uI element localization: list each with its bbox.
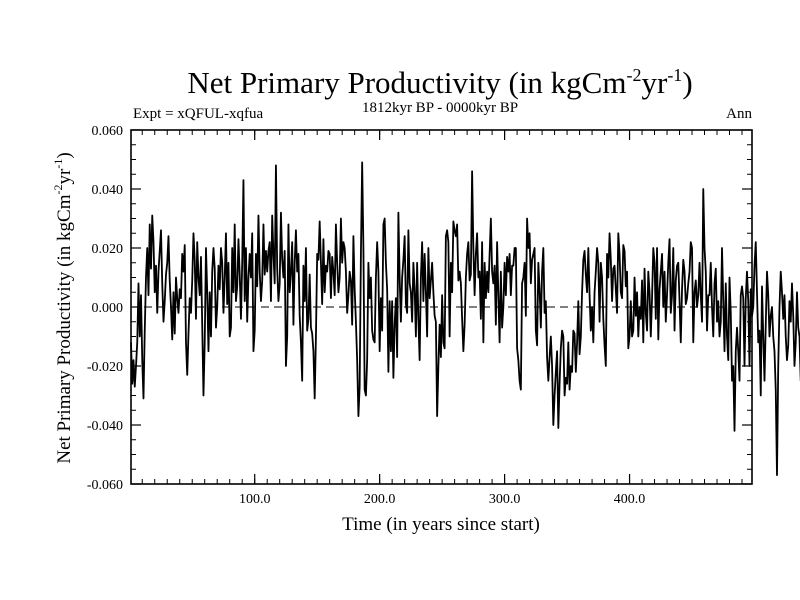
x-tick-label: 400.0	[614, 492, 646, 507]
y-tick-label: 0.020	[92, 242, 124, 257]
ylabel-sup1: -2	[51, 185, 65, 195]
plot-frame	[130, 129, 753, 485]
y-tick-label: 0.060	[92, 124, 124, 139]
x-tick-label: 100.0	[239, 492, 271, 507]
season-label: Ann	[726, 106, 752, 122]
tick-labels: 100.0 200.0 300.0 400.0 0.060 0.040 0.020 0.000…	[87, 124, 645, 507]
ylabel-main: Net Primary Productivity (in kgCm	[54, 194, 75, 463]
y-tick-label: 0.040	[92, 183, 124, 198]
title-mid: yr	[641, 65, 668, 100]
expt-label: Expt = xQFUL-xqfua	[133, 106, 263, 122]
ylabel-mid: yr	[54, 168, 75, 185]
ylabel-end: )	[54, 152, 75, 158]
x-axis-label: Time (in years since start)	[342, 514, 540, 535]
x-tick-label: 200.0	[364, 492, 396, 507]
ylabel-sup2: -1	[51, 159, 65, 169]
title-sup2: -1	[667, 65, 682, 85]
npp-series-line	[130, 161, 800, 477]
chart-title: Net Primary Productivity (in kgCm-2yr-1)	[187, 65, 692, 100]
y-tick-label: 0.000	[92, 301, 124, 316]
y-tick-label: -0.060	[87, 478, 123, 493]
y-tick-label: -0.020	[87, 360, 123, 375]
title-end: )	[682, 65, 692, 100]
period-label: 1812kyr BP - 0000kyr BP	[362, 100, 518, 116]
title-main: Net Primary Productivity (in kgCm	[187, 65, 626, 100]
x-tick-label: 300.0	[489, 492, 521, 507]
y-tick-label: -0.040	[87, 419, 123, 434]
title-sup1: -2	[626, 65, 641, 85]
y-axis-label: Net Primary Productivity (in kgCm-2yr-1)	[51, 152, 75, 463]
